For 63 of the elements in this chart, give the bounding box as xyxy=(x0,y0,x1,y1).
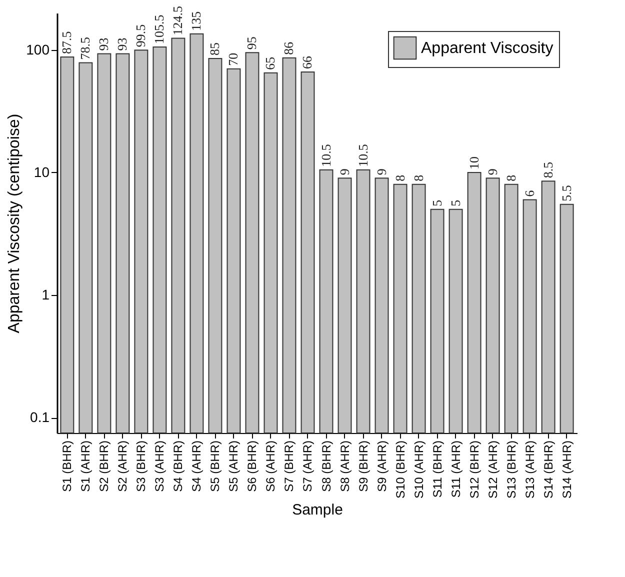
x-tick-label: S7 (BHR) xyxy=(282,440,296,492)
data-label: 5.5 xyxy=(558,185,574,202)
x-tick-label: S10 (BHR) xyxy=(393,440,408,499)
x-tick-label: S5 (BHR) xyxy=(208,440,222,492)
x-tick-label: S11 (BHR) xyxy=(430,440,444,498)
data-label: 5 xyxy=(448,200,463,206)
data-label: 99.5 xyxy=(133,24,148,48)
x-tick-label: S10 (AHR) xyxy=(412,440,426,499)
y-axis-title: Apparent Viscosity (centipoise) xyxy=(6,114,24,334)
x-tick-label: S13 (AHR) xyxy=(522,440,537,499)
x-tick-label: S8 (BHR) xyxy=(319,440,334,492)
x-tick-label: S2 (BHR) xyxy=(97,440,112,492)
data-label: 10.5 xyxy=(355,144,370,167)
data-label: 9 xyxy=(374,168,389,176)
x-tick-label: S4 (AHR) xyxy=(190,440,204,492)
data-label: 8 xyxy=(410,174,426,182)
data-label: 9 xyxy=(336,168,352,176)
x-tick-label: S12 (AHR) xyxy=(486,440,500,499)
data-label: 135 xyxy=(188,11,204,31)
data-label: 85 xyxy=(207,42,222,56)
x-tick-label: S9 (AHR) xyxy=(374,440,389,492)
x-tick-label: S6 (AHR) xyxy=(264,440,278,492)
x-tick-label: S14 (AHR) xyxy=(560,440,574,499)
x-tick-label: S7 (AHR) xyxy=(300,440,315,492)
data-label: 93 xyxy=(114,38,130,51)
x-tick-label: S4 (BHR) xyxy=(171,440,186,492)
x-tick-label: S11 (AHR) xyxy=(448,440,463,498)
y-tick-label: 10 xyxy=(34,164,50,180)
x-tick-label: S3 (BHR) xyxy=(134,440,148,492)
x-tick-label: S1 (BHR) xyxy=(60,440,74,492)
x-axis-title: Sample xyxy=(292,502,343,519)
data-label: 6 xyxy=(522,190,537,197)
x-tick-label: S6 (BHR) xyxy=(245,440,260,492)
x-tick-label: S9 (BHR) xyxy=(356,440,370,492)
x-tick-label: S8 (AHR) xyxy=(338,440,352,492)
data-label: 93 xyxy=(96,38,112,51)
y-tick-label: 0.1 xyxy=(30,409,50,426)
data-label: 5 xyxy=(429,200,444,206)
data-label: 9 xyxy=(484,168,500,176)
x-tick-label: S1 (AHR) xyxy=(78,440,93,492)
data-label: 86 xyxy=(281,41,296,55)
data-label: 66 xyxy=(300,56,315,70)
data-label: 124.5 xyxy=(170,6,186,36)
data-label: 65 xyxy=(262,56,278,70)
data-label: 95 xyxy=(244,36,260,50)
data-label: 8.5 xyxy=(540,162,556,178)
data-label: 10.5 xyxy=(318,144,334,167)
data-label: 8 xyxy=(392,174,408,182)
data-label: 87.5 xyxy=(59,31,74,54)
data-label: 78.5 xyxy=(78,37,93,60)
y-tick-label: 100 xyxy=(26,41,50,58)
legend-label: Apparent Viscosity xyxy=(421,40,554,57)
x-tick-label: S2 (AHR) xyxy=(116,440,130,492)
y-tick-label: 1 xyxy=(42,286,50,303)
x-tick-label: S12 (BHR) xyxy=(467,440,482,499)
data-label: 105.5 xyxy=(152,14,167,44)
x-tick-label: S14 (BHR) xyxy=(541,440,556,499)
data-label: 8 xyxy=(503,174,518,182)
x-tick-label: S5 (AHR) xyxy=(226,440,241,492)
x-tick-label: S13 (BHR) xyxy=(504,440,518,499)
x-tick-label: S3 (AHR) xyxy=(152,440,167,492)
data-label: 70 xyxy=(226,52,241,66)
data-label: 10 xyxy=(466,156,482,170)
